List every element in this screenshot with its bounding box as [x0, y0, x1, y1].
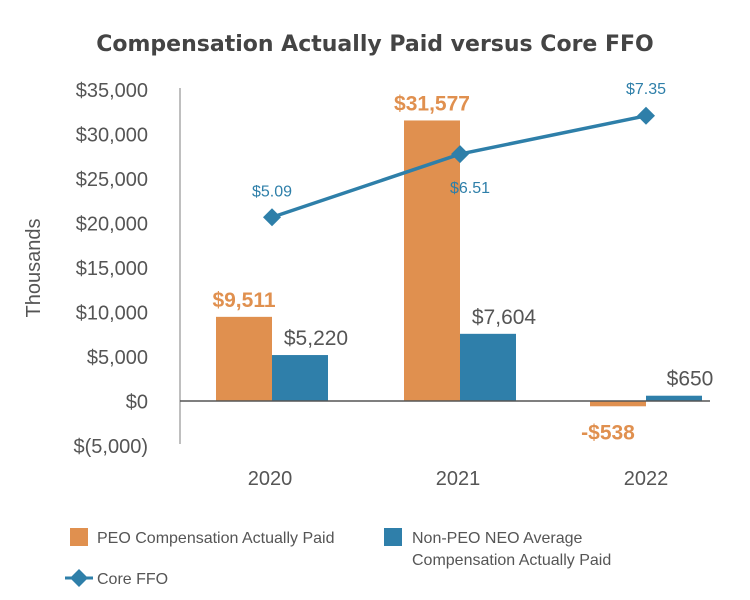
- core-ffo-line-series: $5.09 $6.51 $7.35: [252, 81, 666, 227]
- legend: PEO Compensation Actually Paid Non-PEO N…: [65, 528, 611, 588]
- legend-swatch-peo: [70, 528, 88, 546]
- y-tick-label: $30,000: [76, 125, 148, 147]
- data-label-non-peo: $7,604: [472, 306, 537, 329]
- x-tick-label: 2020: [248, 468, 293, 490]
- y-tick-label: $(5,000): [74, 436, 149, 458]
- legend-swatch-non-peo: [384, 528, 402, 546]
- data-label-peo: -$538: [581, 422, 635, 445]
- bar-peo: [216, 316, 272, 402]
- y-tick-labels: $35,000 $30,000 $25,000 $20,000 $15,000 $10,0…: [74, 80, 149, 458]
- legend-label-core-ffo: Core FFO: [97, 571, 168, 588]
- data-label-non-peo: $650: [667, 368, 714, 391]
- y-tick-label: $15,000: [76, 258, 148, 280]
- y-tick-label: $5,000: [87, 347, 148, 369]
- bars: [216, 120, 702, 407]
- legend-label-peo: PEO Compensation Actually Paid: [97, 530, 334, 547]
- x-tick-label: 2022: [624, 468, 669, 490]
- core-ffo-data-label: $6.51: [450, 180, 490, 197]
- core-ffo-marker: [263, 208, 281, 227]
- core-ffo-data-label: $5.09: [252, 183, 292, 200]
- bar-non-peo: [460, 333, 516, 402]
- y-axis-label: Thousands: [23, 219, 45, 318]
- y-tick-label: $20,000: [76, 214, 148, 236]
- core-ffo-data-label: $7.35: [626, 81, 666, 98]
- x-tick-label: 2021: [436, 468, 481, 490]
- legend-label-non-peo-line2: Compensation Actually Paid: [412, 552, 611, 569]
- legend-marker-core-ffo: [70, 569, 88, 587]
- core-ffo-marker: [451, 145, 469, 164]
- y-tick-label: $25,000: [76, 169, 148, 191]
- bar-peo: [404, 120, 460, 402]
- y-tick-label: $0: [126, 392, 148, 414]
- bar-data-labels: $9,511 $31,577 -$538 $5,220 $7,604 $650: [212, 92, 713, 444]
- core-ffo-marker: [637, 106, 655, 125]
- data-label-peo: $31,577: [394, 92, 470, 115]
- y-tick-label: $10,000: [76, 303, 148, 325]
- bar-peo: [590, 401, 646, 407]
- bar-non-peo: [272, 355, 328, 402]
- chart-title: Compensation Actually Paid versus Core F…: [96, 32, 654, 57]
- x-tick-labels: 2020 2021 2022: [248, 468, 669, 490]
- data-label-peo: $9,511: [212, 289, 275, 312]
- y-tick-label: $35,000: [76, 80, 148, 102]
- bar-non-peo: [646, 395, 702, 402]
- legend-label-non-peo-line1: Non-PEO NEO Average: [412, 530, 583, 547]
- data-label-non-peo: $5,220: [284, 327, 348, 350]
